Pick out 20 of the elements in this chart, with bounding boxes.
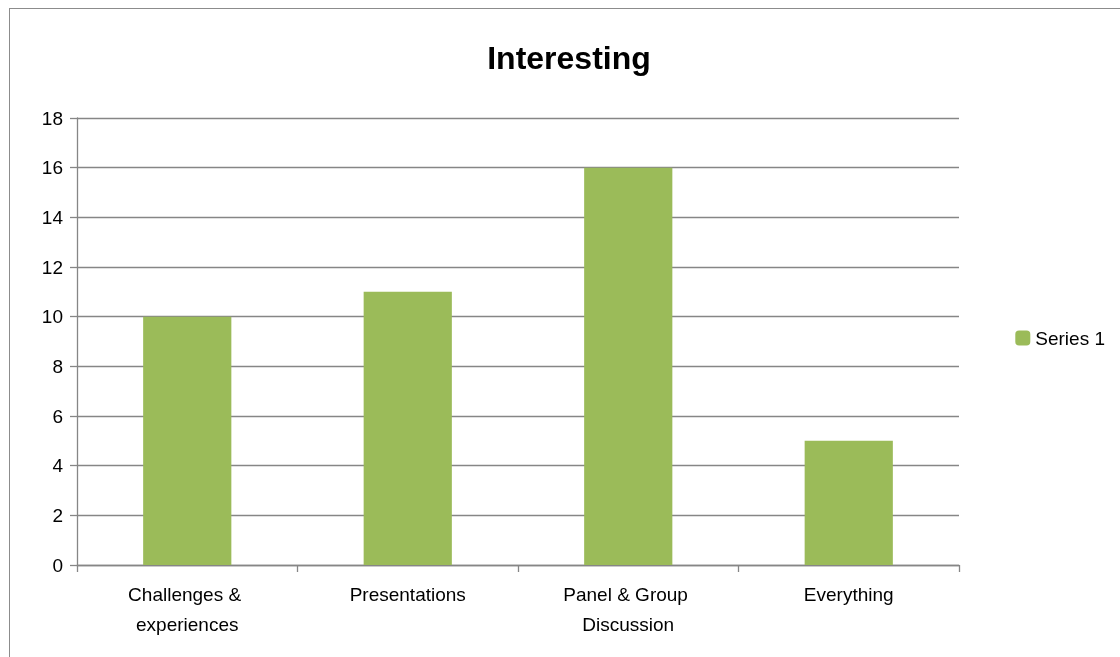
bar [143,316,232,565]
y-tick-label: 10 [41,306,63,328]
x-tick-label: Presentations [349,583,466,605]
y-tick-label: 16 [41,157,63,179]
y-tick-label: 18 [41,107,63,129]
y-tick-label: 12 [41,256,63,278]
y-tick-label: 0 [52,554,63,576]
bar [363,291,452,565]
y-tick-label: 4 [52,455,64,477]
bar [584,167,673,565]
y-tick-label: 6 [52,405,63,427]
legend-label: Series 1 [1035,327,1105,349]
bar [804,440,893,565]
x-tick-label: Panel & Group Discussion [563,583,694,635]
y-tick-label: 8 [52,355,63,377]
chart-title: Interesting [487,40,651,76]
x-tick-label: Everything [803,583,894,605]
y-tick-label: 2 [52,504,63,526]
x-tick-label: Challenges & experiences [128,583,247,635]
y-tick-label: 14 [41,206,64,228]
